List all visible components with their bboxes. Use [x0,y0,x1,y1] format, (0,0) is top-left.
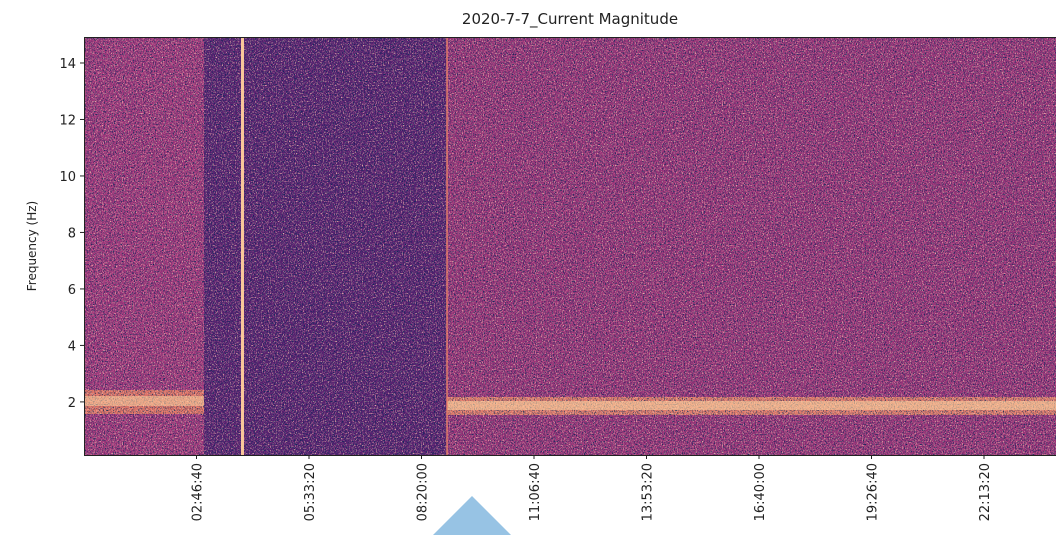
x-tick-label: 08:20:00 [416,463,431,521]
x-tick-label: 11:06:40 [528,463,543,521]
scroll-indicator[interactable] [433,496,511,535]
x-tick-label: 22:13:20 [978,463,993,521]
spectrogram-image [84,37,1056,455]
y-tick-label: 4 [68,339,76,354]
y-tick-label: 10 [59,170,76,185]
x-tick-label: 02:46:40 [191,463,206,521]
x-tick-label: 16:40:00 [753,463,768,521]
x-tick-label: 13:53:20 [641,463,656,521]
y-tick-label: 14 [59,57,76,72]
plot-frame [84,37,1056,456]
y-axis-label: Frequency (Hz) [25,201,39,292]
x-tick-label: 19:26:40 [866,463,881,521]
y-tick-label: 2 [68,396,76,411]
y-tick-label: 12 [59,113,76,128]
y-tick-label: 6 [68,283,76,298]
y-tick-label: 8 [68,226,76,241]
chart-title: 2020-7-7_Current Magnitude [462,10,678,29]
x-tick-label: 05:33:20 [303,463,318,521]
